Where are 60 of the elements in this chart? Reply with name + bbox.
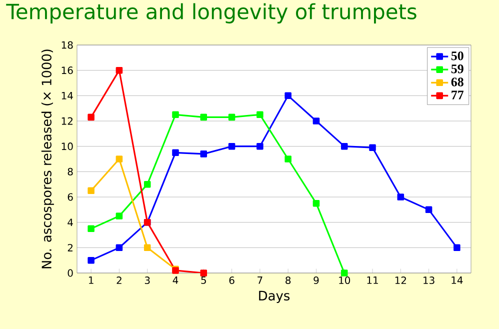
point [454, 244, 460, 252]
point [256, 142, 264, 150]
x-tick-label: 1 [88, 276, 94, 284]
x-tick-label: 13 [424, 276, 434, 284]
x-tick-label: 9 [314, 276, 319, 284]
point [172, 149, 179, 156]
point [116, 66, 123, 74]
point [340, 142, 348, 150]
x-tick-label: 6 [229, 276, 234, 284]
point [172, 111, 179, 118]
x-tick-label: 8 [286, 276, 291, 284]
y-tick-label: 14 [62, 92, 73, 100]
point [88, 256, 94, 264]
y-tick-label: 16 [62, 66, 73, 74]
point [340, 270, 348, 276]
point [369, 144, 376, 151]
point [88, 225, 94, 232]
point [116, 212, 123, 220]
point [228, 114, 236, 121]
y-tick-label: 8 [68, 168, 73, 176]
point [88, 114, 94, 121]
point [284, 156, 292, 162]
point [284, 92, 292, 100]
y-tick-label: 2 [68, 244, 72, 252]
point [144, 180, 151, 188]
point [88, 187, 94, 194]
y-tick-label: 0 [68, 269, 73, 277]
y-tick-label: 10 [62, 142, 73, 150]
chart-title: Temperature and longevity of trumpets [6, 3, 416, 24]
x-axis-title: Days [259, 290, 290, 304]
x-tick-label: 2 [116, 276, 122, 284]
point [425, 206, 432, 214]
x-tick-label: 4 [172, 276, 178, 284]
point [256, 111, 264, 118]
point [200, 270, 208, 276]
point [312, 118, 320, 124]
y-tick-label: 6 [68, 193, 73, 201]
legend-label: 68 [451, 78, 464, 86]
x-tick-label: 5 [201, 276, 206, 284]
point [312, 200, 320, 207]
y-tick-label: 4 [68, 218, 73, 226]
point [200, 114, 208, 121]
point [228, 142, 236, 150]
x-tick-label: 3 [144, 276, 150, 284]
point [200, 150, 208, 158]
y-tick-label: 18 [62, 41, 73, 49]
x-tick-label: 10 [339, 276, 350, 284]
x-tick-label: 12 [395, 276, 406, 284]
legend-label: 50 [451, 51, 464, 60]
point [116, 156, 123, 162]
y-tick-label: 12 [62, 117, 72, 125]
legend-label: 59 [451, 64, 464, 74]
point [144, 244, 151, 252]
y-axis-title: No. ascospores released (× 1000) [41, 50, 54, 268]
point [116, 244, 123, 252]
legend-label: 77 [452, 90, 464, 100]
point [397, 194, 404, 200]
x-tick-label: 7 [258, 276, 262, 284]
x-tick-label: 11 [367, 276, 378, 284]
x-tick-label: 14 [452, 276, 463, 284]
